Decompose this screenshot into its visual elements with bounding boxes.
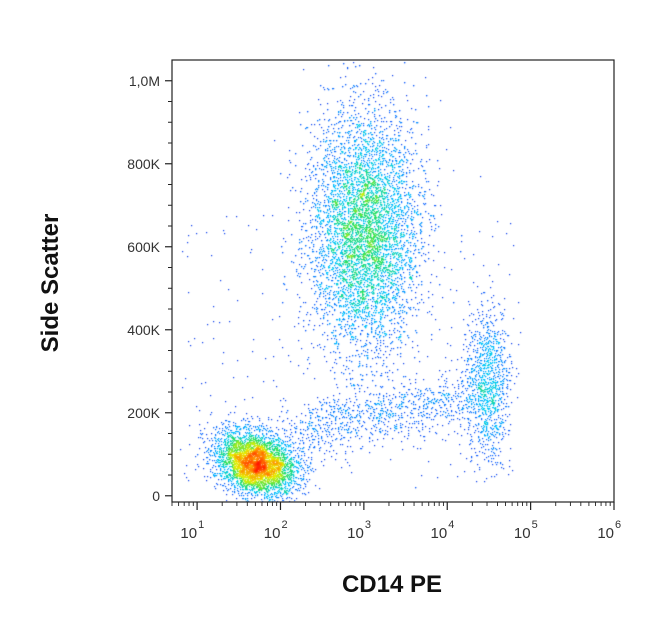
y-axis-title: Side Scatter: [37, 214, 64, 353]
x-tick-exponent: 4: [448, 519, 454, 531]
x-tick-exponent: 6: [615, 519, 621, 531]
plot-frame: [171, 59, 615, 503]
x-tick-label: 10: [264, 525, 281, 542]
x-tick-label: 10: [514, 525, 531, 542]
y-tick-label: 0: [152, 488, 160, 504]
y-tick-label: 800K: [127, 156, 160, 172]
x-tick-label: 10: [180, 525, 197, 542]
y-tick-label: 200K: [127, 405, 160, 421]
x-tick-exponent: 3: [365, 519, 371, 531]
y-tick-label: 600K: [127, 239, 160, 255]
y-tick-label: 400K: [127, 322, 160, 338]
x-tick-exponent: 2: [281, 519, 287, 531]
density-points: [172, 60, 614, 502]
axes: [171, 59, 615, 503]
y-tick-label: 1,0M: [129, 73, 160, 89]
x-tick-label: 10: [597, 525, 614, 542]
x-tick-label: 10: [431, 525, 448, 542]
x-tick-exponent: 1: [198, 519, 204, 531]
x-tick-label: 10: [347, 525, 364, 542]
plot-area: [172, 60, 614, 502]
x-axis-title: CD14 PE: [342, 571, 442, 598]
x-axis-ticks: 10 1 10 2 10 3 10 4 10 5 10 6: [171, 502, 621, 542]
x-tick-exponent: 5: [532, 519, 538, 531]
y-axis-ticks: 0 200K 400K 600K 800K 1,0M: [127, 73, 172, 504]
